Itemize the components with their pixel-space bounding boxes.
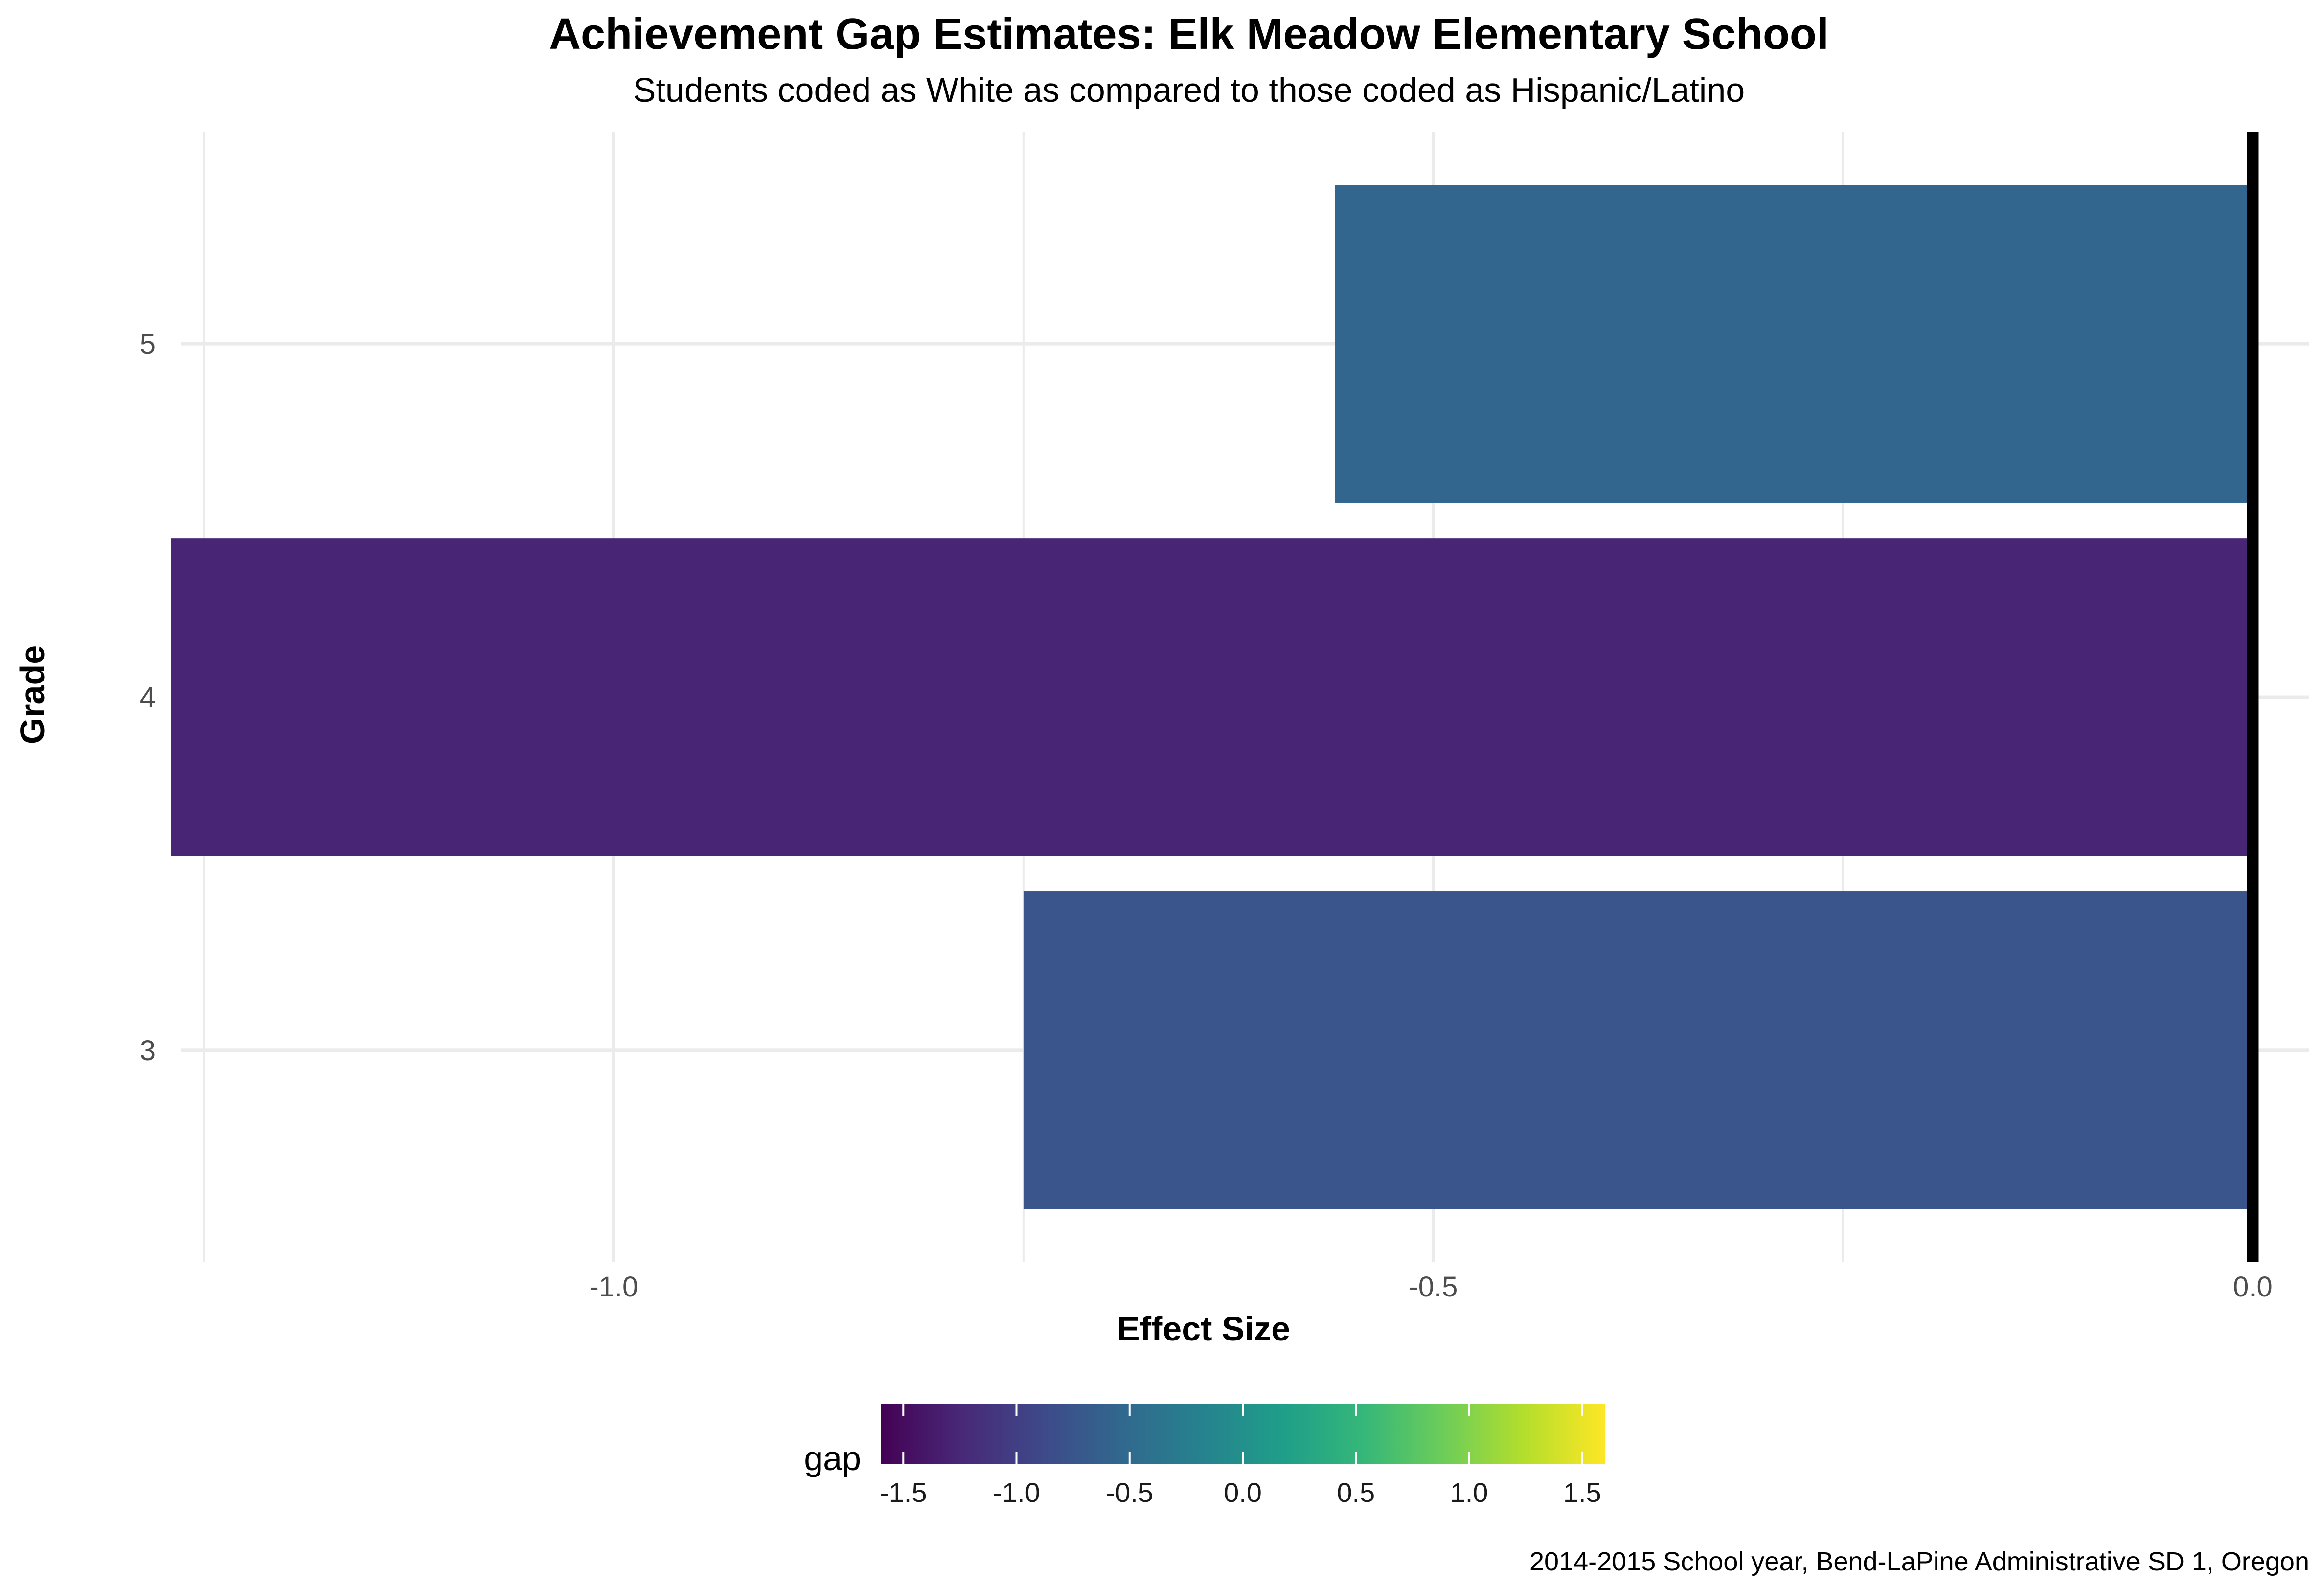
x-tick-labels: -1.0 -0.5 0.0: [589, 1271, 2272, 1303]
x-tick-label: -1.0: [589, 1271, 638, 1303]
legend-title: gap: [804, 1439, 861, 1477]
colorbar-tick-label: -1.0: [993, 1477, 1040, 1508]
bar-grade-5: [1335, 185, 2253, 503]
colorbar-tick-label: 1.0: [1450, 1477, 1488, 1508]
y-tick-label: 3: [140, 1035, 156, 1067]
y-axis-title: Grade: [13, 645, 51, 744]
bar-grade-4: [171, 538, 2253, 856]
chart-title: Achievement Gap Estimates: Elk Meadow El…: [549, 10, 1829, 59]
colorbar-tick-label: 0.5: [1337, 1477, 1375, 1508]
y-tick-labels: 3 4 5: [140, 328, 156, 1067]
x-tick-label: -0.5: [1409, 1271, 1458, 1303]
colorbar-tick-label: -0.5: [1106, 1477, 1154, 1508]
bar-grade-3: [1023, 891, 2253, 1209]
x-tick-label: 0.0: [2233, 1271, 2273, 1303]
colorbar-tick-label: 1.5: [1563, 1477, 1601, 1508]
bars: [171, 185, 2253, 1209]
x-axis-title: Effect Size: [1117, 1310, 1290, 1348]
colorbar-legend: gap -1.5 -1.0 -0.5 0.0 0.5 1.0 1.5: [804, 1404, 1605, 1508]
colorbar-ticks: -1.5 -1.0 -0.5 0.0 0.5 1.0 1.5: [880, 1404, 1601, 1508]
y-tick-label: 4: [140, 681, 156, 713]
colorbar-tick-label: 0.0: [1224, 1477, 1262, 1508]
chart-subtitle: Students coded as White as compared to t…: [633, 71, 1745, 109]
colorbar-tick-label: -1.5: [880, 1477, 927, 1508]
y-tick-label: 5: [140, 328, 156, 360]
chart-caption: 2014-2015 School year, Bend-LaPine Admin…: [1529, 1547, 2309, 1576]
